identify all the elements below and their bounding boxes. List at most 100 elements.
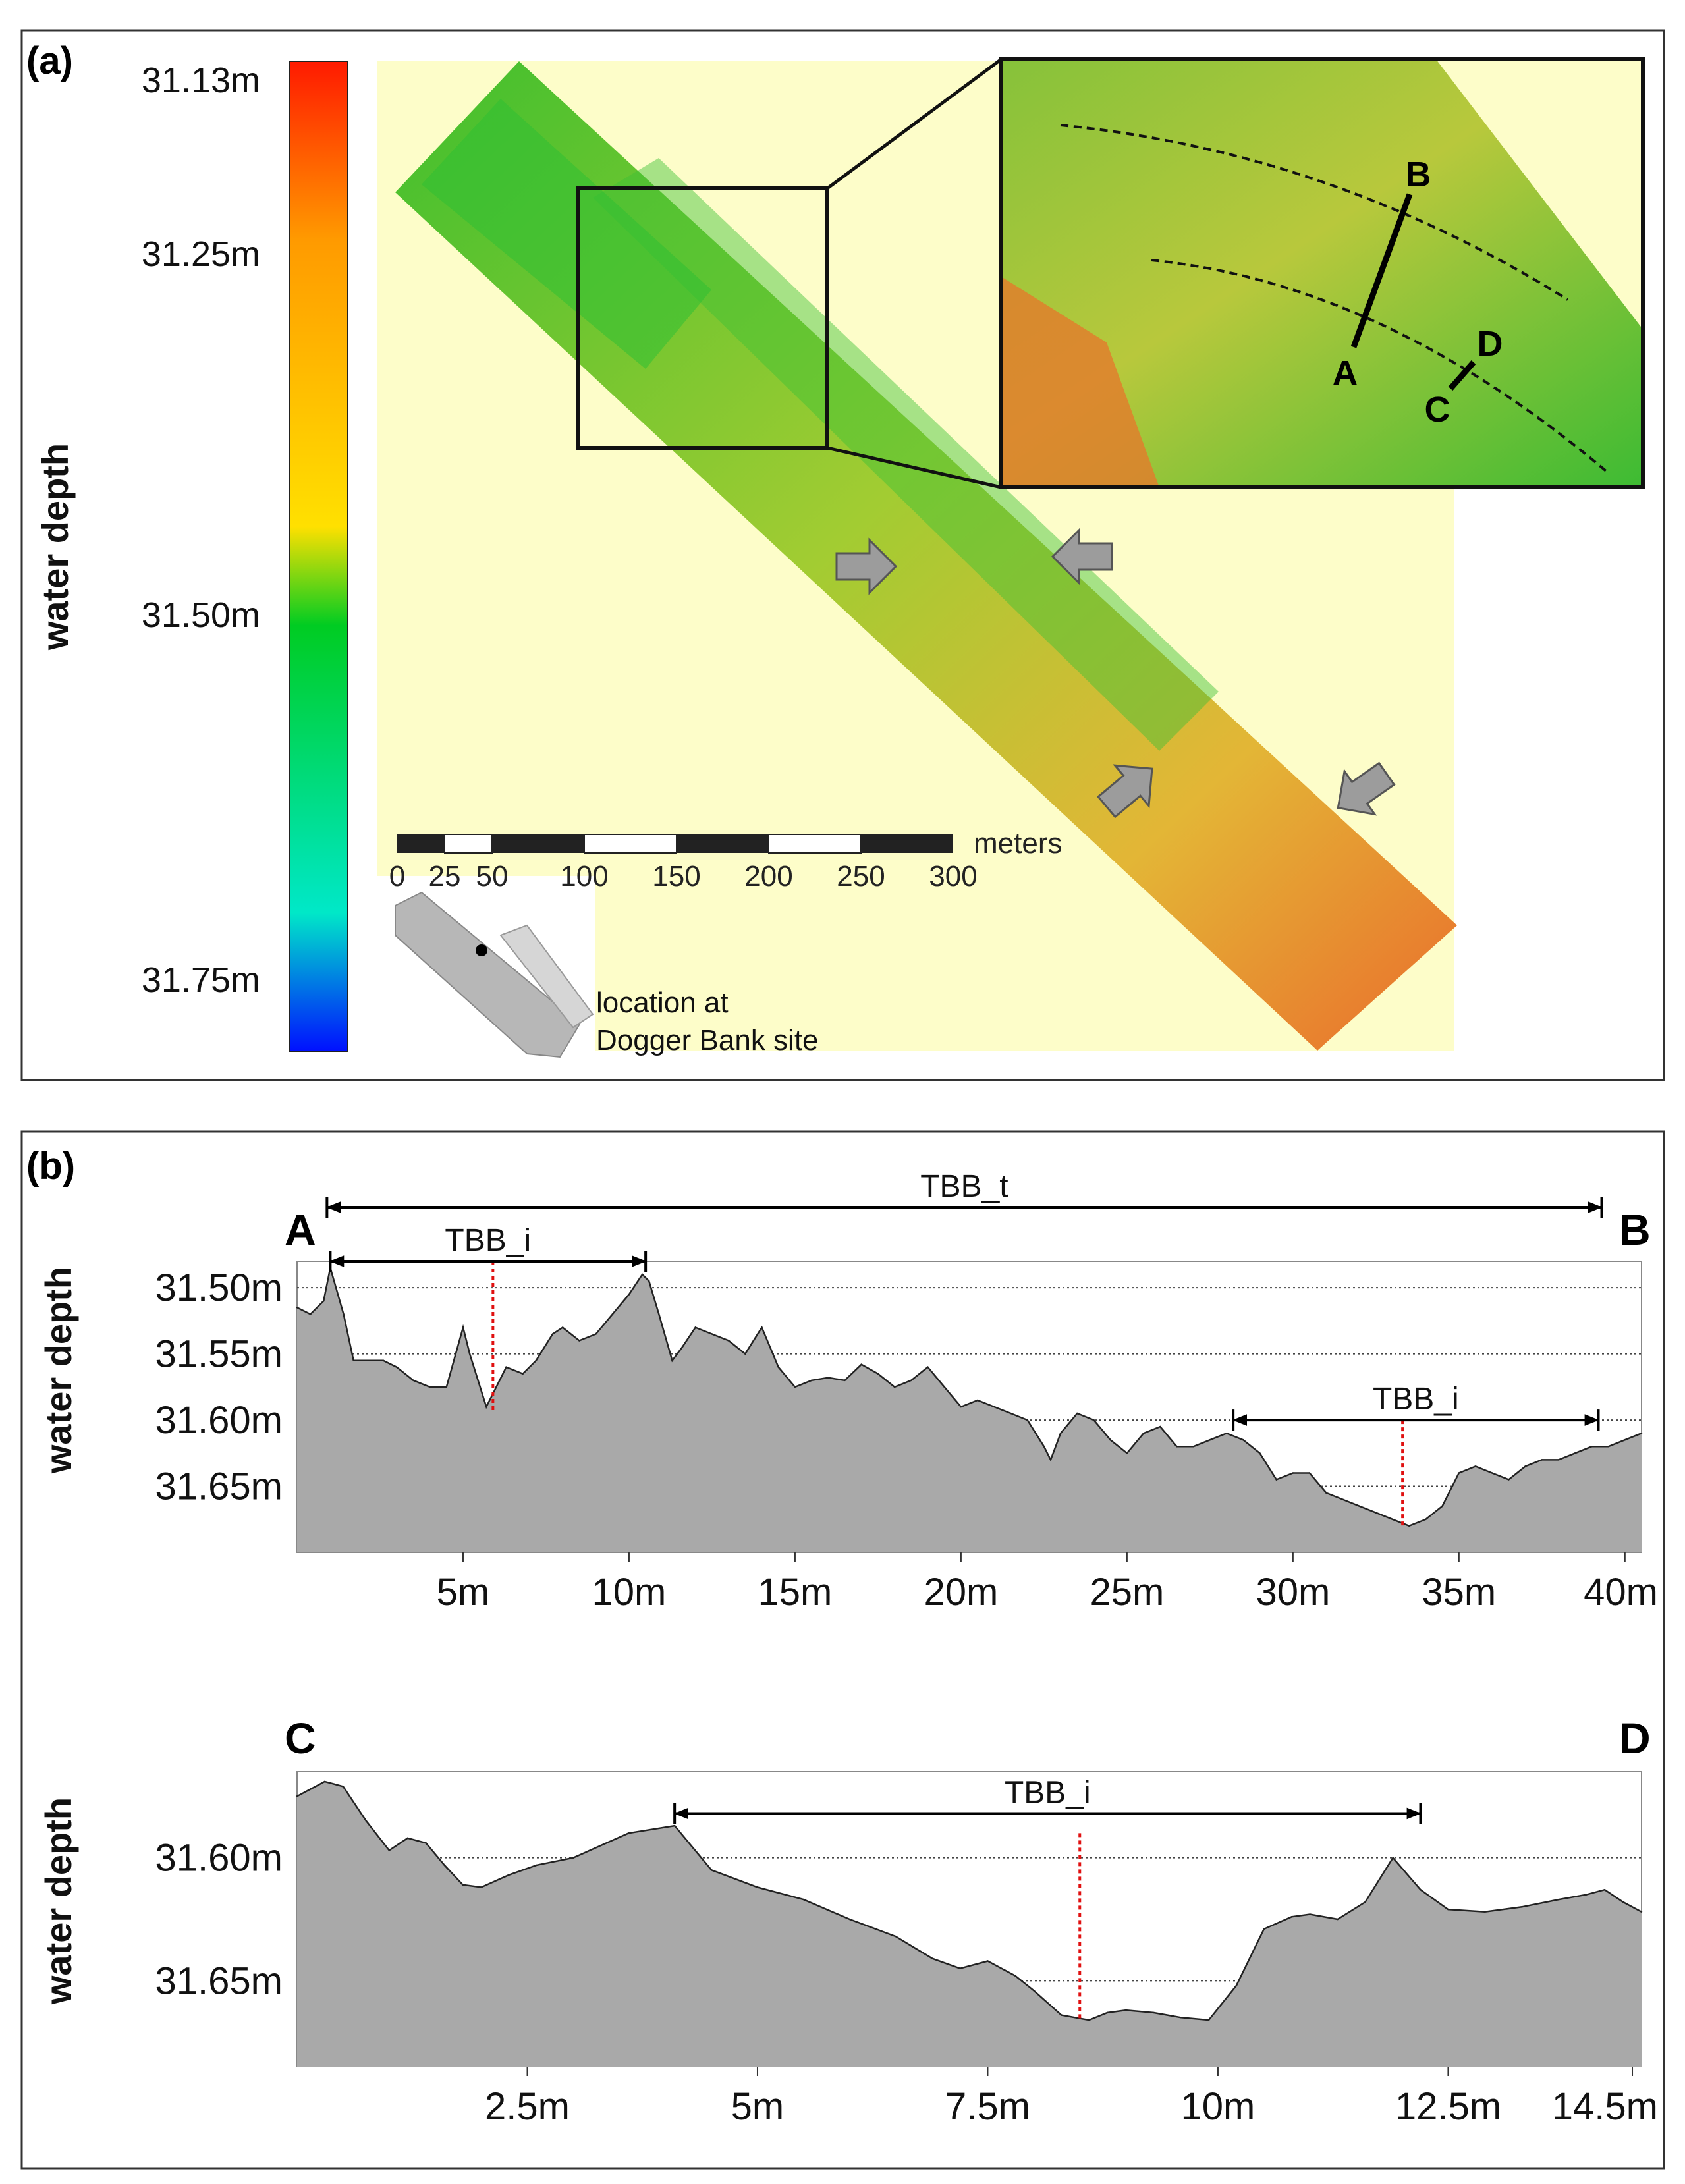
data-point — [1093, 1419, 1095, 1421]
data-point — [993, 1406, 995, 1408]
x-tick-label: 10m — [1181, 2085, 1256, 2128]
x-tick-label: 15m — [758, 1571, 833, 1614]
data-point — [827, 1377, 829, 1379]
data-point — [352, 1359, 354, 1361]
data-point — [443, 1864, 445, 1867]
profile-area — [297, 1781, 1642, 2067]
data-point — [1290, 1916, 1293, 1918]
x-tick-label: 5m — [731, 2085, 785, 2128]
data-point — [727, 1340, 730, 1342]
x-tick-label: 14.5m — [1552, 2085, 1658, 2128]
profile-point-a: A — [1333, 354, 1358, 393]
data-point — [1263, 1928, 1265, 1930]
scale-bar-tick-label: 0 — [389, 860, 405, 892]
data-point — [658, 1313, 660, 1315]
data-point — [1391, 1518, 1394, 1520]
data-point — [848, 1918, 851, 1921]
data-point — [1061, 2014, 1063, 2016]
data-point — [931, 1957, 933, 1959]
profile-point-c: C — [1425, 390, 1450, 429]
data-point — [611, 1313, 613, 1315]
data-point — [710, 1869, 713, 1871]
data-point — [756, 1886, 759, 1888]
scale-bar-segment — [397, 834, 445, 853]
data-point — [1180, 2017, 1182, 2019]
colorbar-title: water depth — [34, 443, 76, 651]
data-point — [794, 1386, 796, 1388]
data-point — [1474, 1465, 1477, 1467]
data-point — [1591, 1446, 1593, 1448]
colorbar-tick-label: 31.25m — [142, 234, 260, 274]
data-point — [536, 1864, 538, 1867]
inset-bathymetry — [1001, 59, 1643, 487]
data-point — [296, 1795, 298, 1797]
data-point — [505, 1366, 507, 1368]
data-point — [462, 1326, 464, 1328]
trough-edge-line — [1151, 259, 1607, 472]
scale-bar-segment — [677, 834, 769, 853]
y-tick-label: 31.60m — [155, 1837, 283, 1880]
data-point — [777, 1366, 779, 1368]
data-point — [1259, 1452, 1261, 1454]
data-point — [648, 1280, 650, 1282]
data-point — [296, 1307, 298, 1309]
profile-start-label: A — [285, 1205, 316, 1254]
profile-line-ab — [1350, 193, 1413, 348]
data-point — [641, 1273, 644, 1276]
profile-start-label: C — [285, 1714, 316, 1762]
scale-bar-segment — [492, 834, 584, 853]
data-point — [1325, 1492, 1327, 1494]
x-tick-label: 7.5m — [945, 2085, 1030, 2128]
y-tick-label: 31.65m — [155, 1959, 283, 2002]
data-point — [895, 1935, 897, 1938]
x-tick-label: 35m — [1422, 1571, 1496, 1614]
data-point — [1026, 1419, 1028, 1421]
zoom-box — [576, 186, 829, 450]
data-point — [406, 1837, 408, 1839]
location-caption: location at — [596, 987, 729, 1019]
scale-bar: meters 0 25 50 100 150 200 250 300 — [389, 827, 1063, 892]
data-point — [1209, 1439, 1211, 1441]
data-point — [1292, 1472, 1294, 1474]
data-point — [1342, 1498, 1344, 1500]
scale-bar-tick-label: 250 — [837, 860, 885, 892]
colorbar-tick-label: 31.75m — [142, 960, 260, 1000]
x-tick-label: 10m — [592, 1571, 667, 1614]
scale-bar-tick-label: 200 — [744, 860, 792, 892]
data-point — [468, 1353, 471, 1355]
data-point — [1014, 1975, 1016, 1977]
profile-point-d: D — [1478, 324, 1503, 364]
data-point — [495, 1386, 497, 1388]
x-tick-label: 20m — [924, 1571, 998, 1614]
data-point — [310, 1313, 312, 1315]
panel-b: (b) A B water depth TBB_t TBB_i TBB_i 31.5… — [20, 1130, 1665, 2170]
y-tick-label: 31.65m — [155, 1465, 283, 1508]
x-tick-label: 25m — [1090, 1571, 1164, 1614]
data-point — [1109, 1439, 1111, 1441]
data-point — [1192, 1446, 1194, 1448]
scale-bar-unit: meters — [974, 827, 1062, 860]
y-tick-label: 31.55m — [155, 1333, 283, 1376]
profile-chart-cd: C D water depth TBB_i 31.60m 31.65m 2.5m 5m… — [38, 1714, 1658, 2128]
data-point — [1624, 1439, 1626, 1441]
data-point — [1088, 2019, 1090, 2021]
data-point — [1142, 1433, 1145, 1434]
data-point — [927, 1366, 929, 1368]
data-point — [1447, 1908, 1449, 1911]
bathymetry-shallow-band — [593, 158, 1219, 751]
location-thumbnail-survey — [499, 924, 594, 1029]
data-point — [343, 1313, 345, 1315]
scale-bar-segment — [861, 834, 953, 853]
data-point — [323, 1780, 326, 1783]
location-thumbnail-survey — [395, 891, 581, 1058]
data-point — [462, 1884, 464, 1886]
data-point — [1392, 1857, 1394, 1859]
data-point — [1484, 1911, 1486, 1913]
data-point — [761, 1326, 763, 1328]
data-point — [562, 1326, 564, 1328]
scale-bar-tick-label: 25 — [429, 860, 461, 892]
span-label: TBB_i — [445, 1223, 531, 1258]
y-tick-label: 31.50m — [155, 1267, 283, 1309]
data-point — [1308, 1472, 1311, 1474]
data-point — [480, 1886, 482, 1888]
